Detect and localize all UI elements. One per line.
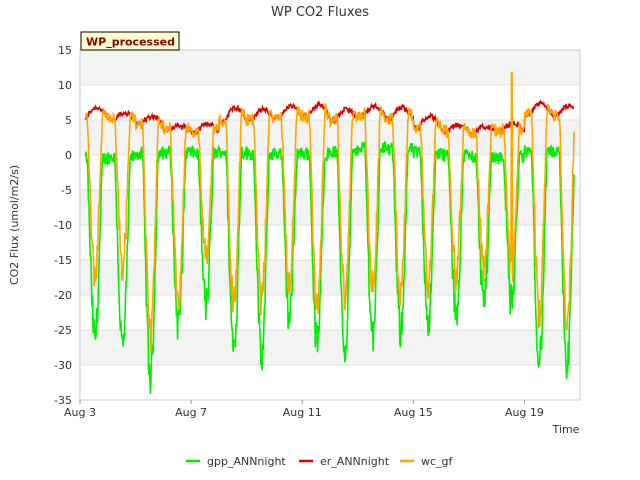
site-label-box: WP_processed bbox=[80, 31, 180, 51]
legend-label: wc_gf bbox=[421, 455, 454, 468]
plot-frame bbox=[79, 49, 581, 401]
y-tick-label: -10 bbox=[54, 219, 72, 232]
y-tick-label: -20 bbox=[54, 289, 72, 302]
x-axis-ticks: Aug 3 Aug 7 Aug 11 Aug 15 Aug 19 bbox=[64, 400, 544, 419]
x-tick-label: Aug 19 bbox=[505, 406, 544, 419]
grid-band bbox=[80, 365, 580, 400]
x-tick-label: Aug 11 bbox=[283, 406, 322, 419]
grid-band bbox=[80, 50, 580, 85]
y-axis-ticks: -35 -30 -25 -20 -15 -10 -5 0 5 10 15 bbox=[54, 44, 72, 407]
y-tick-label: -35 bbox=[54, 394, 72, 407]
legend: gpp_ANNnight er_ANNnight wc_gf bbox=[186, 455, 454, 468]
y-tick-label: -15 bbox=[54, 254, 72, 267]
grid-band bbox=[80, 260, 580, 295]
chart-title: WP CO2 Fluxes bbox=[271, 5, 369, 20]
x-tick-label: Aug 3 bbox=[64, 406, 96, 419]
y-axis-label: CO2 Flux (umol/m2/s) bbox=[8, 165, 21, 285]
y-tick-label: -30 bbox=[54, 359, 72, 372]
x-tick-label: Aug 7 bbox=[175, 406, 207, 419]
y-tick-label: -5 bbox=[61, 184, 72, 197]
series-line-wc-gf bbox=[84, 71, 575, 352]
x-tick-label: Aug 15 bbox=[394, 406, 433, 419]
y-tick-label: -25 bbox=[54, 324, 72, 337]
series-line-gpp-annnight bbox=[84, 141, 575, 394]
site-label: WP_processed bbox=[86, 36, 175, 49]
y-tick-label: 5 bbox=[65, 114, 72, 127]
grid-band bbox=[80, 295, 580, 330]
grid-band bbox=[80, 330, 580, 365]
y-tick-label: 0 bbox=[65, 149, 72, 162]
site-label-background bbox=[80, 31, 180, 51]
y-tick-label: 10 bbox=[58, 79, 72, 92]
y-tick-label: 15 bbox=[58, 44, 72, 57]
legend-label: er_ANNnight bbox=[320, 455, 390, 468]
x-axis-label: Time bbox=[552, 423, 580, 436]
grid-band bbox=[80, 225, 580, 260]
grid-band bbox=[80, 190, 580, 225]
series-lines bbox=[84, 71, 575, 394]
legend-label: gpp_ANNnight bbox=[207, 455, 286, 468]
